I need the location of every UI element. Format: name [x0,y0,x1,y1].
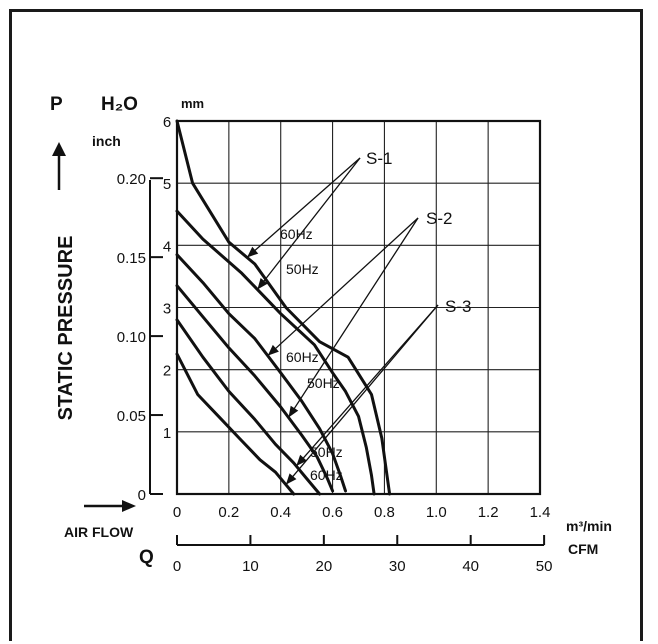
series-label-s1: S-1 [366,149,392,168]
y-mm-tick-label: 2 [163,363,171,380]
y-mm-tick-label: 5 [163,176,171,193]
x-cfm-tick-label: 50 [536,558,553,575]
leader-s2-50hz [287,217,419,418]
y-inch-tick-label: 0.15 [117,250,146,267]
grid [175,119,542,496]
leader-s3-60hz-head [296,454,307,467]
leader-s1-50hz-head [257,278,268,290]
y-symbol: P [50,94,63,115]
freq-label-s3-60hz: 60Hz [310,467,343,483]
curve-s-1-60hz [175,119,392,496]
x-m3-tick-label: 1.4 [530,504,551,521]
leader-s2-60hz-head [267,344,279,356]
y-inch-tick-label: 0.20 [117,171,146,188]
x-cfm-tick-label: 0 [173,558,181,575]
x-m3-tick-label: 0 [173,504,181,521]
x-m3-tick-label: 0.8 [374,504,395,521]
y-mm-tick-label: 1 [163,425,171,442]
y-mm-unit-label: mm [181,96,204,111]
x-cfm-tick-label: 20 [315,558,332,575]
curve-s-2-50hz [175,284,335,493]
freq-label-s2-50hz: 50Hz [307,375,340,391]
x-cfm-tick-label: 30 [389,558,406,575]
x-symbol: Q [139,547,154,568]
leader-s3-60hz [295,304,439,467]
freq-label-s3-50hz: 50Hz [310,444,343,460]
series-label-s2: S-2 [426,209,452,228]
x-cfm-unit-label: CFM [568,541,598,557]
x-cfm-tick-label: 40 [462,558,479,575]
curve-s-3-60hz [175,318,322,496]
x-m3-tick-label: 0.2 [218,504,239,521]
x-m3-tick-label: 1.2 [478,504,499,521]
axes: 1 2 3 4 5 6 0 0.05 0.10 0.15 0.20 0 0.2 0.4 0.6 0.8 1.0 1… [117,114,553,575]
right-arrow-icon [84,500,136,512]
leader-s2-60hz [267,217,419,357]
curve-s-1-50hz [175,209,376,496]
plot-border [175,119,542,496]
x-axis-title: AIR FLOW [64,524,134,540]
curve-s-2-60hz [175,253,347,493]
leader-s1-60hz [246,157,361,258]
leader-s3-50hz-head [285,473,297,485]
y-mm-tick-label: 4 [163,238,171,255]
y-mm-tick-label: 6 [163,114,171,131]
y-inch-tick-label: 0.10 [117,329,146,346]
x-m3-tick-label: 0.4 [270,504,291,521]
freq-label-s1-60hz: 60Hz [280,226,313,242]
x-m3-unit-label: m³/min [566,518,612,534]
y-inch-tick-label: 0 [138,487,146,504]
leader-s1-60hz-head [247,246,259,258]
y-mm-tick-label: 3 [163,301,171,318]
leader-s3-50hz [285,304,439,486]
x-cfm-tick-label: 10 [242,558,259,575]
up-arrow-icon [52,142,66,190]
leader-s2-50hz-head [288,405,299,418]
leader-lines [246,157,439,486]
y-inch-tick-label: 0.05 [117,408,146,425]
x-m3-tick-label: 1.0 [426,504,447,521]
curve-s-3-50hz [175,352,296,496]
freq-label-s2-60hz: 60Hz [286,349,319,365]
y-quantity-label: H₂O [101,94,138,115]
curves [175,119,392,496]
chart-frame [9,9,643,641]
leader-s1-50hz [256,157,361,290]
y-inch-unit-label: inch [92,133,121,149]
freq-label-s1-50hz: 50Hz [286,261,319,277]
y-axis-title: STATIC PRESSURE [55,236,77,421]
x-m3-tick-label: 0.6 [322,504,343,521]
series-label-s3: S-3 [445,297,471,316]
